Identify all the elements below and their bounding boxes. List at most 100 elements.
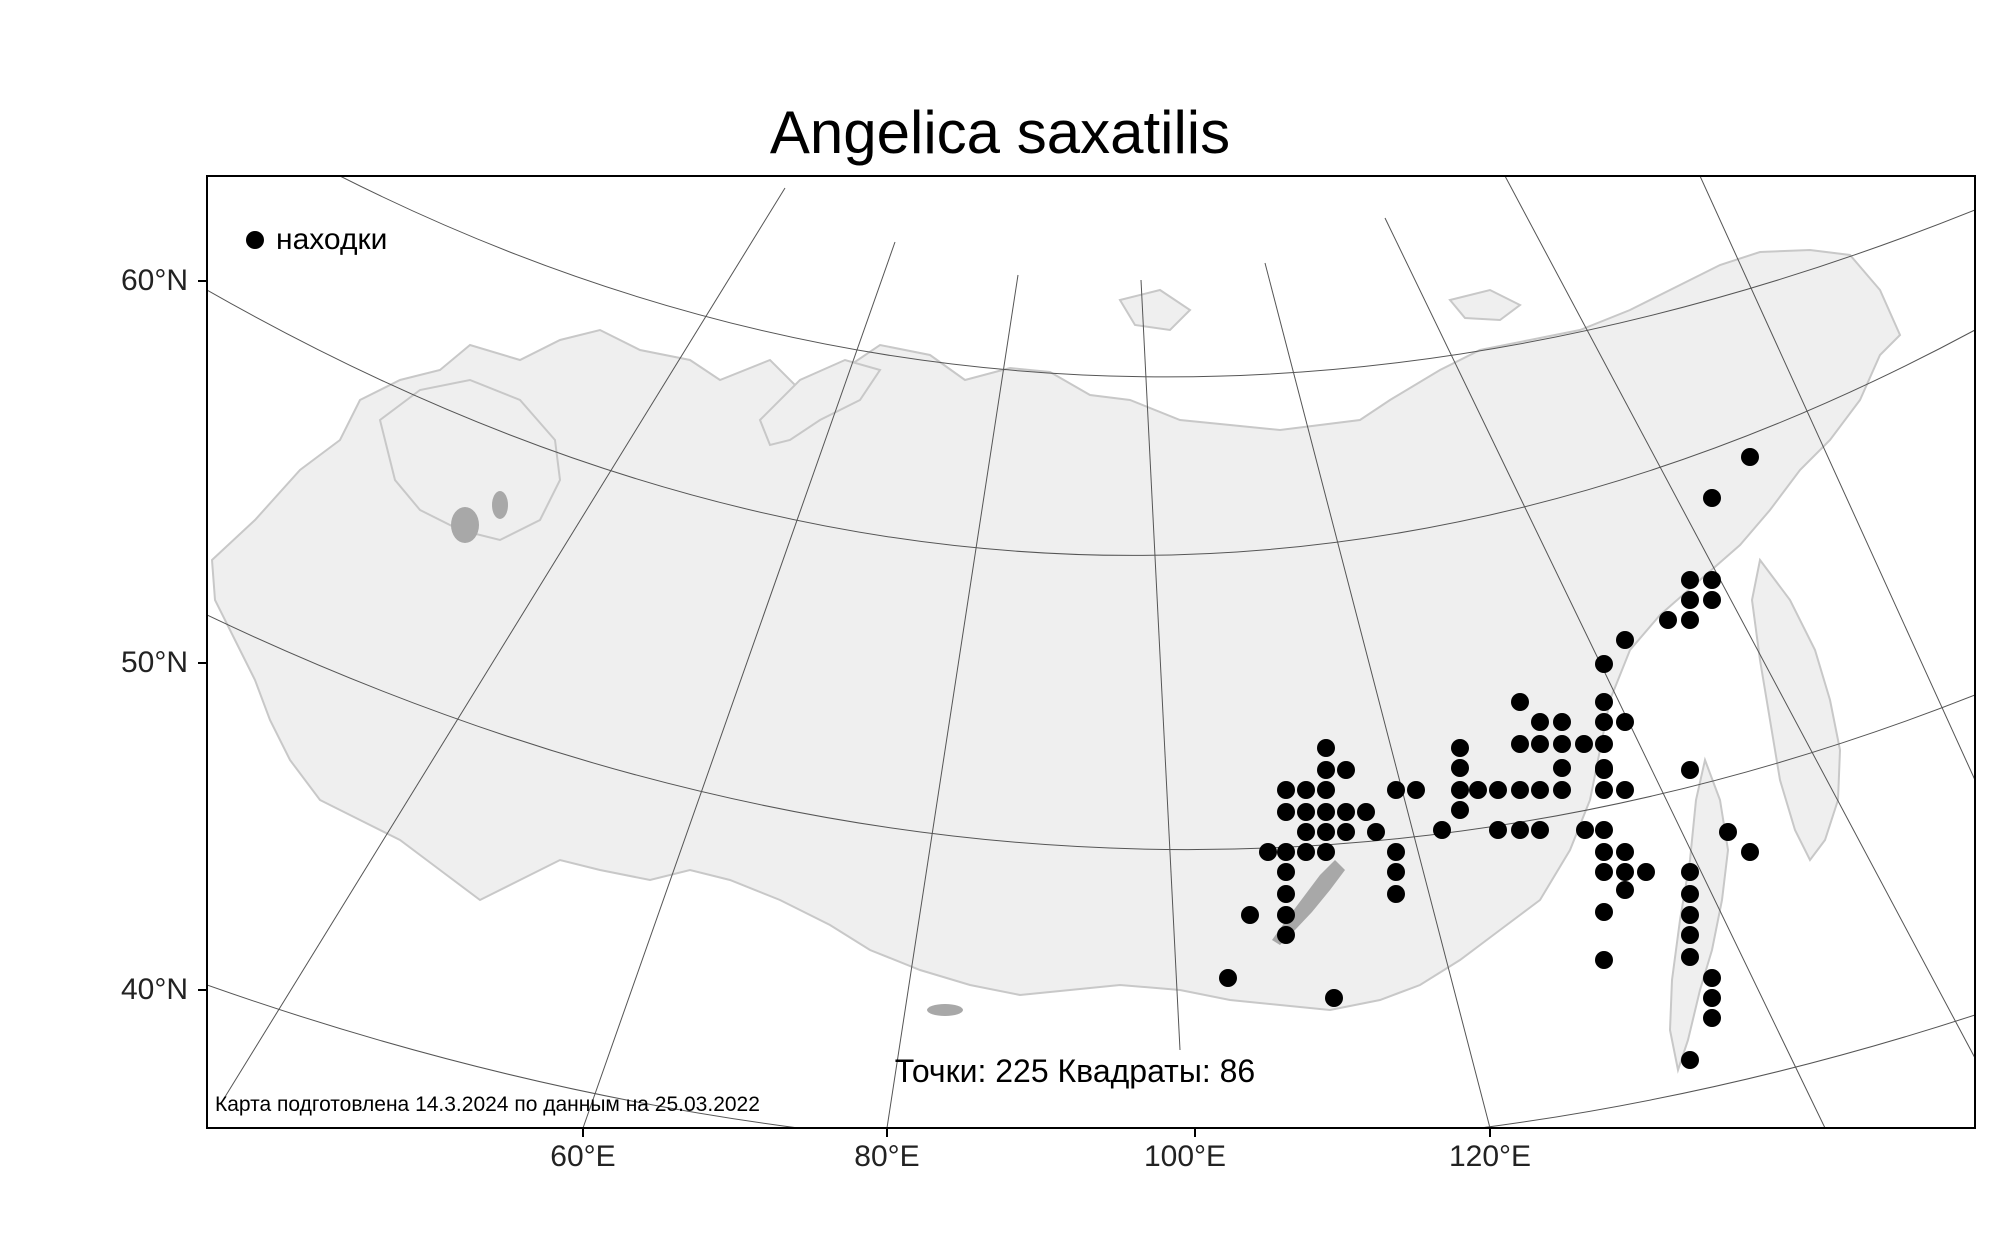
occurrence-point [1595, 655, 1613, 673]
graticule-meridians [219, 176, 1975, 1128]
occurrence-point [1297, 803, 1315, 821]
lat-label-40: 40°N [120, 973, 188, 1006]
occurrence-point [1277, 843, 1295, 861]
eurasia-landmass [210, 248, 1902, 1012]
occurrence-point [1595, 693, 1613, 711]
occurrence-point [1317, 803, 1335, 821]
occurrence-point [1659, 611, 1677, 629]
occurrence-point [1387, 885, 1405, 903]
occurrence-point [1317, 761, 1335, 779]
lon-label-60: 60°E [550, 1140, 616, 1173]
occurrence-point [1703, 969, 1721, 987]
occurrence-point [1489, 781, 1507, 799]
severnaya-zemlya-landmass [1118, 288, 1192, 332]
occurrence-point [1553, 781, 1571, 799]
land-layer [210, 248, 1902, 1074]
occurrence-point [1576, 821, 1594, 839]
occurrence-point [1387, 843, 1405, 861]
occurrence-point [1531, 735, 1549, 753]
occurrence-point [1357, 803, 1375, 821]
occurrence-point [1681, 863, 1699, 881]
occurrence-point [1681, 571, 1699, 589]
occurrence-point [1489, 821, 1507, 839]
map-frame [206, 175, 1976, 1129]
occurrence-point [1681, 1051, 1699, 1069]
occurrence-point [1681, 926, 1699, 944]
occurrence-point [1595, 903, 1613, 921]
occurrence-point [1681, 885, 1699, 903]
occurrence-point [1277, 926, 1295, 944]
occurrence-point [1317, 823, 1335, 841]
occurrence-point [1616, 713, 1634, 731]
occurrence-point [1511, 781, 1529, 799]
kamchatka-landmass [1750, 557, 1842, 862]
lat-label-60: 60°N [120, 264, 188, 297]
map-credit: Карта подготовлена 14.3.2024 по данным н… [215, 1093, 760, 1116]
occurrence-point [1595, 713, 1613, 731]
occurrence-point [1511, 735, 1529, 753]
occurrence-point [1451, 801, 1469, 819]
occurrence-point [1511, 693, 1529, 711]
lon-label-120: 120°E [1448, 1140, 1532, 1173]
occurrence-point [1337, 823, 1355, 841]
lon-label-80: 80°E [854, 1140, 920, 1173]
occurrence-point [1703, 1009, 1721, 1027]
occurrence-point [1703, 591, 1721, 609]
scandinavia-landmass [378, 378, 562, 542]
map-title: Angelica saxatilis [769, 99, 1231, 166]
occurrence-point [1616, 863, 1634, 881]
occurrence-point [1433, 821, 1451, 839]
occurrence-point [1595, 781, 1613, 799]
lat-label-50: 50°N [120, 646, 188, 679]
occurrence-point [1616, 781, 1634, 799]
occurrence-point [1451, 759, 1469, 777]
occurrence-point [1595, 759, 1613, 777]
lakes-layer [451, 491, 1345, 1016]
occurrence-stats: Точки: 225 Квадраты: 86 [894, 1053, 1256, 1089]
occurrence-point [1703, 989, 1721, 1007]
occurrence-point [1575, 735, 1593, 753]
occurrence-point [1337, 761, 1355, 779]
axis-ticks [198, 280, 1491, 1137]
occurrence-point [1703, 571, 1721, 589]
novaya-zemlya-landmass [758, 358, 882, 447]
occurrence-point [1387, 781, 1405, 799]
occurrence-point [1277, 803, 1295, 821]
occurrence-point [1595, 863, 1613, 881]
occurrence-point [1681, 906, 1699, 924]
occurrence-points [1219, 448, 1759, 1069]
lake-onega [492, 491, 508, 519]
occurrence-point [1531, 713, 1549, 731]
map-legend: находки [246, 222, 387, 258]
occurrence-point [1741, 843, 1759, 861]
occurrence-point [1616, 881, 1634, 899]
occurrence-point [1325, 989, 1343, 1007]
lake-baikal [1272, 860, 1345, 945]
occurrence-point [1531, 821, 1549, 839]
occurrence-point [1451, 781, 1469, 799]
occurrence-point [1297, 823, 1315, 841]
occurrence-point [1219, 969, 1237, 987]
occurrence-point [1317, 843, 1335, 861]
occurrence-point [1531, 781, 1549, 799]
occurrence-point [1553, 735, 1571, 753]
occurrence-point [1407, 781, 1425, 799]
occurrence-point [1681, 611, 1699, 629]
occurrence-point [1277, 885, 1295, 903]
occurrence-point [1317, 739, 1335, 757]
occurrence-point [1595, 843, 1613, 861]
occurrence-point [1469, 781, 1487, 799]
occurrence-point [1451, 739, 1469, 757]
occurrence-point [1741, 448, 1759, 466]
occurrence-point [1637, 863, 1655, 881]
occurrence-point [1297, 843, 1315, 861]
lake-balkhash [927, 1004, 963, 1016]
occurrence-point [1317, 781, 1335, 799]
occurrence-point [1277, 863, 1295, 881]
occurrence-point [1616, 631, 1634, 649]
lon-label-100: 100°E [1143, 1140, 1227, 1173]
new-siberian-islands-landmass [1448, 288, 1522, 322]
occurrence-point [1511, 821, 1529, 839]
